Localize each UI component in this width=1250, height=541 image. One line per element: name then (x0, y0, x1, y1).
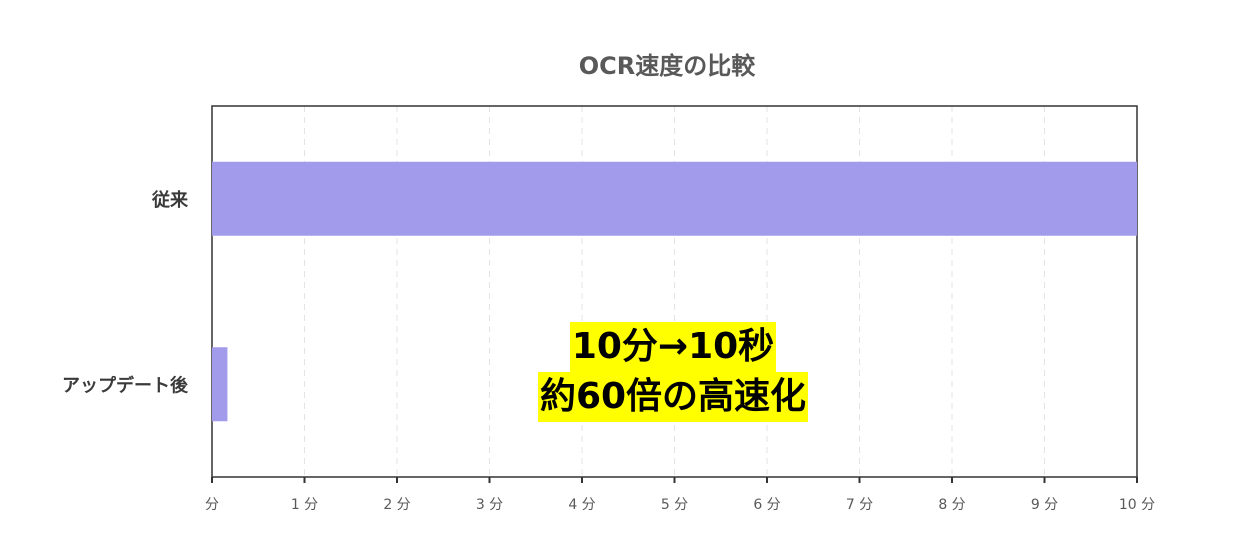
x-tick-label: 7 分 (846, 497, 873, 513)
x-tick-label: 10 分 (1119, 497, 1155, 513)
x-tick-label: 9 分 (1031, 497, 1058, 513)
x-tick-label: 2 分 (383, 497, 410, 513)
bars (212, 161, 1137, 422)
bar (212, 347, 228, 422)
x-tick-label: 1 分 (291, 497, 318, 513)
x-tick-label: 6 分 (753, 497, 780, 513)
speedup-annotation: 10分→10秒 約60倍の高速化 (522, 322, 824, 422)
annotation-line-2: 約60倍の高速化 (537, 372, 809, 422)
x-tick-label: 3 分 (476, 497, 503, 513)
annotation-line-1: 10分→10秒 (569, 322, 777, 372)
x-tick-label: 4 分 (568, 497, 595, 513)
x-tick-label: 分 (205, 497, 219, 513)
x-tick-label: 5 分 (661, 497, 688, 513)
chart-title: OCR速度の比較 (579, 52, 756, 80)
category-label: アップデート後 (62, 374, 189, 396)
x-tick-label: 8 分 (938, 497, 965, 513)
x-axis-ticks: 分 1 分 2 分 3 分 4 分 5 分 6 分 7 分 8 分 9 分 10 分 (205, 477, 1155, 513)
bar (212, 161, 1137, 236)
category-label: 従来 (151, 189, 189, 211)
